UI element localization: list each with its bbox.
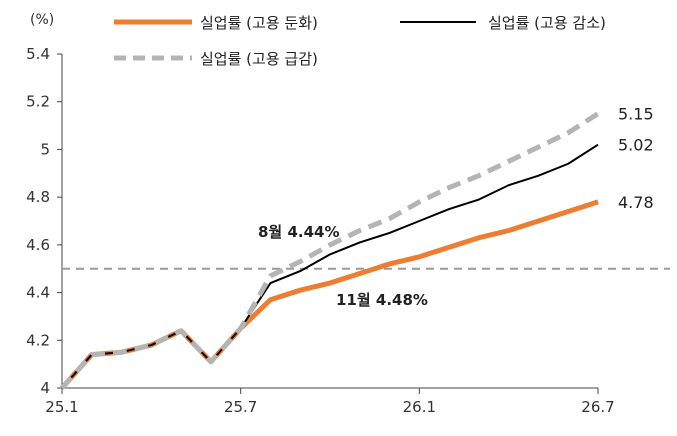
x-tick-label: 26.1: [403, 398, 436, 416]
legend-label-2: 실업률 (고용 감소): [488, 14, 606, 32]
x-tick-label: 25.7: [224, 398, 257, 416]
x-tick-label: 26.7: [581, 398, 614, 416]
x-tick-label: 25.1: [45, 398, 78, 416]
series-end-label: 5.02: [618, 136, 654, 155]
series-end-label: 5.15: [618, 105, 654, 124]
y-tick-label: 5.4: [26, 45, 50, 63]
series-line-2: [61, 143, 599, 389]
y-axis-unit-label: (%): [30, 12, 54, 28]
legend-label-1: 실업률 (고용 둔화): [200, 14, 318, 32]
series-end-label: 4.78: [618, 193, 654, 212]
y-tick-label: 4.8: [26, 188, 50, 206]
y-tick-label: 4.4: [26, 284, 50, 302]
y-tick-label: 5: [40, 140, 50, 158]
y-tick-label: 4: [40, 379, 50, 397]
legend-label-3: 실업률 (고용 급감): [200, 50, 318, 68]
series-line-3: [60, 111, 600, 390]
y-tick-label: 4.2: [26, 331, 50, 349]
y-tick-label: 4.6: [26, 236, 50, 254]
annotation-aug: 8월 4.44%: [258, 223, 340, 241]
y-tick-label: 5.2: [26, 93, 50, 111]
annotation-nov: 11월 4.48%: [336, 291, 428, 309]
